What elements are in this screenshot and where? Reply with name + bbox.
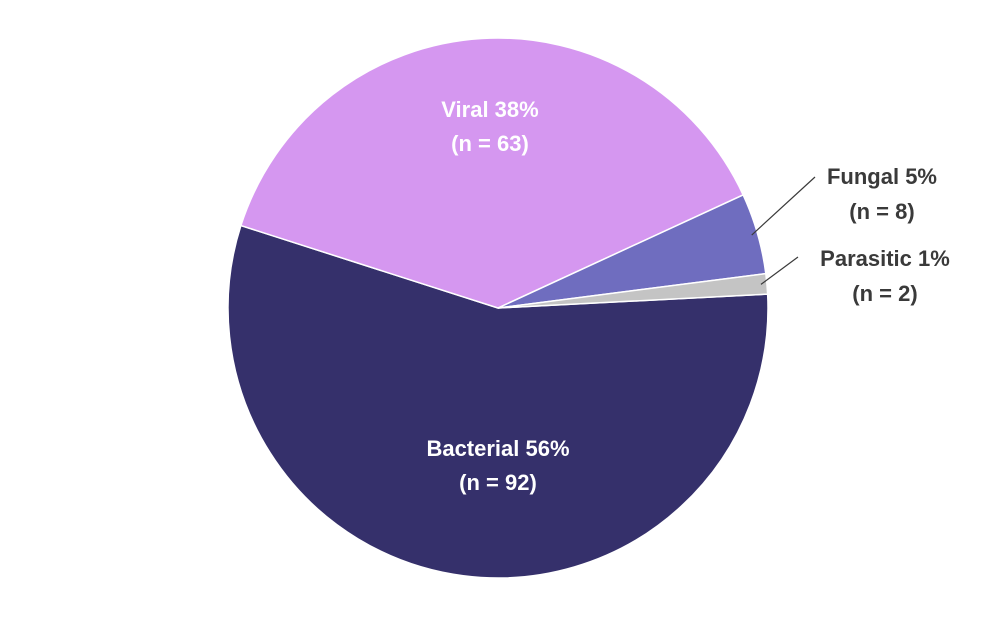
leader-line-fungal: [751, 176, 816, 236]
slice-label-fungal: Fungal 5%: [827, 164, 937, 189]
pie-slice-viral: [239, 37, 745, 309]
slice-label-parasitic: Parasitic 1%: [820, 246, 950, 271]
slice-count-fungal: (n = 8): [849, 199, 914, 224]
leader-line-parasitic: [760, 256, 799, 285]
pie-slice-bacterial: [227, 224, 769, 579]
slice-label-bacterial: Bacterial 56%: [426, 436, 569, 461]
slice-count-viral: (n = 63): [451, 131, 529, 156]
slice-label-viral: Viral 38%: [441, 97, 538, 122]
slice-count-parasitic: (n = 2): [852, 281, 917, 306]
pie-slice-parasitic: [497, 272, 769, 309]
slice-count-bacterial: (n = 92): [459, 470, 537, 495]
